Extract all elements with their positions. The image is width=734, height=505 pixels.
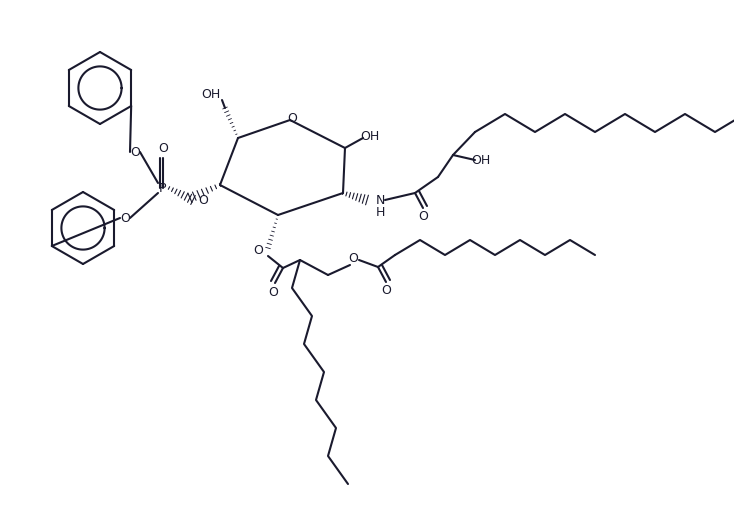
Text: O: O (253, 243, 263, 257)
Text: O: O (381, 284, 391, 297)
Text: O: O (418, 211, 428, 224)
Text: H: H (376, 206, 385, 219)
Text: O: O (120, 212, 130, 225)
Text: OH: OH (471, 154, 490, 167)
Text: O: O (158, 141, 168, 155)
Text: OH: OH (360, 129, 379, 142)
Text: P: P (159, 181, 167, 194)
Text: O: O (287, 112, 297, 125)
Text: OH: OH (201, 87, 220, 100)
Text: O: O (198, 193, 208, 207)
Text: O: O (268, 285, 278, 298)
Text: O: O (130, 145, 140, 159)
Text: N: N (376, 193, 385, 207)
Text: O: O (348, 251, 358, 265)
